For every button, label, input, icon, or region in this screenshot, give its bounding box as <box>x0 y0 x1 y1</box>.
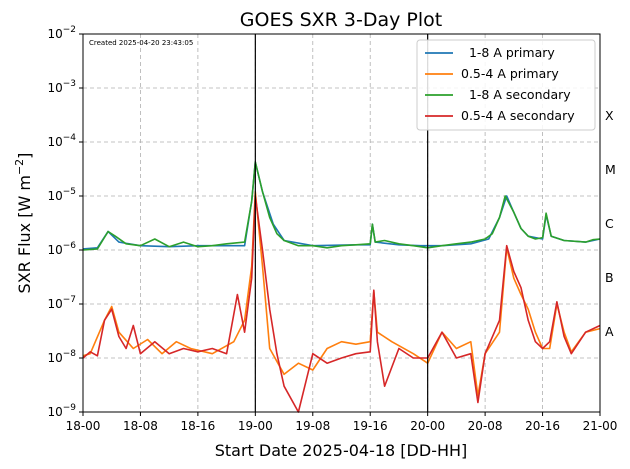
y-axis-title-exp: −2 <box>13 159 26 175</box>
flare-class-labels: A B C M X <box>605 108 616 339</box>
series-line-2 <box>82 161 601 251</box>
series-line-3 <box>82 195 601 413</box>
x-tick-label-5: 19-16 <box>353 419 388 433</box>
y-tick-label-3: 10−6 <box>47 241 76 257</box>
y-axis-title: SXR Flux [W m−2] <box>13 153 34 294</box>
legend: 1-8 A primary 0.5-4 A primary 1-8 A secon… <box>416 39 596 131</box>
legend-label-3: 0.5-4 A secondary <box>461 108 575 123</box>
plot-frame <box>82 33 601 413</box>
x-tick-label-0: 18-00 <box>66 419 101 433</box>
chart-title: GOES SXR 3-Day Plot <box>240 9 442 31</box>
x-tick-label-4: 19-08 <box>295 419 330 433</box>
x-axis: 18-00 18-08 18-16 19-00 19-08 19-16 20-00 20-08… <box>66 412 618 433</box>
series-layer <box>82 161 601 413</box>
x-tick-label-2: 18-16 <box>180 419 215 433</box>
y-tick-label-6: 10−3 <box>47 79 76 95</box>
y-tick-label-5: 10−4 <box>47 133 76 149</box>
legend-box <box>416 39 596 131</box>
created-note: Created 2025-04-20 23:43:05 <box>89 39 193 47</box>
legend-label-0: 1-8 A primary <box>461 45 555 60</box>
flare-class-c: C <box>605 216 614 231</box>
flare-class-a: A <box>605 324 614 339</box>
x-tick-label-1: 18-08 <box>123 419 158 433</box>
y-axis: 10−9 10−8 10−7 10−6 10−5 10−4 10−3 10−2 <box>47 25 83 419</box>
x-tick-label-3: 19-00 <box>238 419 273 433</box>
y-tick-label-1: 10−8 <box>47 349 76 365</box>
x-tick-label-6: 20-00 <box>410 419 445 433</box>
legend-label-2: 1-8 A secondary <box>461 87 571 102</box>
flare-class-b: B <box>605 270 614 285</box>
series-line-0 <box>82 161 601 250</box>
y-axis-title-base: SXR Flux [W m <box>15 175 34 293</box>
x-tick-label-7: 20-08 <box>468 419 503 433</box>
y-tick-label-2: 10−7 <box>47 295 76 311</box>
flare-class-x: X <box>605 108 614 123</box>
y-tick-label-7: 10−2 <box>47 25 76 41</box>
y-axis-title-tail: ] <box>15 153 34 159</box>
x-axis-title: Start Date 2025-04-18 [DD-HH] <box>215 441 468 460</box>
y-tick-label-4: 10−5 <box>47 187 76 203</box>
legend-label-1: 0.5-4 A primary <box>461 66 559 81</box>
x-tick-label-8: 20-16 <box>525 419 560 433</box>
x-tick-label-9: 21-00 <box>583 419 618 433</box>
flare-class-m: M <box>605 162 616 177</box>
day-boundary-lines <box>254 34 429 412</box>
y-tick-label-0: 10−9 <box>47 403 76 419</box>
